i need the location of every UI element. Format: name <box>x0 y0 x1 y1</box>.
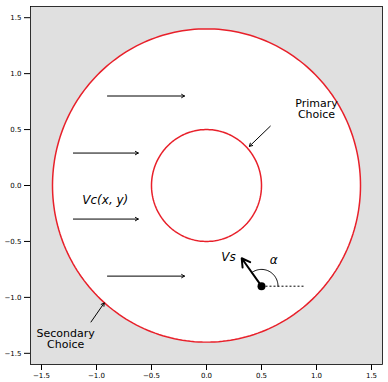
svg-text:0.5: 0.5 <box>256 372 267 380</box>
svg-text:Vc(x, y): Vc(x, y) <box>82 193 128 207</box>
svg-text:0.0: 0.0 <box>10 182 21 190</box>
svg-text:−1.5: −1.5 <box>33 372 50 380</box>
svg-text:Vs: Vs <box>221 250 235 264</box>
svg-text:−0.5: −0.5 <box>5 238 22 246</box>
svg-text:1.5: 1.5 <box>366 372 377 380</box>
svg-text:0.5: 0.5 <box>10 126 21 134</box>
svg-text:α: α <box>270 253 278 267</box>
svg-text:1.5: 1.5 <box>10 14 21 22</box>
svg-text:0.0: 0.0 <box>201 372 212 380</box>
svg-text:−0.5: −0.5 <box>143 372 160 380</box>
svg-text:1.0: 1.0 <box>311 372 322 380</box>
svg-text:PrimaryChoice: PrimaryChoice <box>295 97 338 121</box>
svg-text:−1.0: −1.0 <box>5 294 22 302</box>
svg-text:−1.0: −1.0 <box>88 372 105 380</box>
svg-text:−1.5: −1.5 <box>5 350 22 358</box>
svg-text:1.0: 1.0 <box>10 70 21 78</box>
svg-text:SecondaryChoice: SecondaryChoice <box>37 327 96 351</box>
